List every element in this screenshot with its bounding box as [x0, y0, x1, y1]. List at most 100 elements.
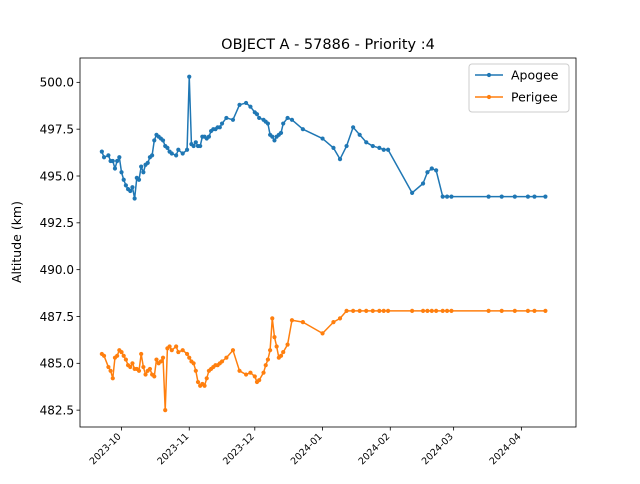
- data-point-apogee: [119, 170, 124, 175]
- data-point-perigee: [119, 349, 124, 355]
- data-point-perigee: [274, 344, 279, 349]
- data-point-perigee: [108, 368, 113, 373]
- data-point-perigee: [243, 372, 249, 377]
- data-point-apogee: [115, 158, 120, 164]
- chart-title: OBJECT A - 57886 - Priority :4: [221, 37, 435, 53]
- data-point-perigee: [331, 320, 336, 325]
- data-point-apogee: [281, 121, 286, 126]
- data-point-apogee: [150, 153, 155, 158]
- data-point-apogee: [191, 143, 196, 149]
- data-point-apogee: [121, 177, 126, 182]
- data-point-apogee: [160, 138, 166, 143]
- data-point-apogee: [193, 140, 198, 145]
- data-point-perigee: [128, 364, 133, 370]
- axes-frame: [79, 57, 577, 428]
- data-point-apogee: [270, 134, 275, 139]
- data-point-apogee: [165, 145, 170, 151]
- data-point-perigee: [237, 368, 242, 373]
- data-point-perigee: [123, 357, 128, 362]
- data-point-perigee: [147, 366, 153, 372]
- data-point-apogee: [206, 134, 212, 139]
- legend-marker-perigee: [486, 94, 492, 100]
- data-point-perigee: [130, 361, 135, 366]
- data-point-apogee: [152, 138, 157, 143]
- data-point-perigee: [357, 308, 362, 313]
- data-point-perigee: [176, 349, 181, 355]
- data-point-apogee: [180, 151, 185, 156]
- data-point-apogee: [429, 166, 434, 171]
- data-point-apogee: [289, 117, 295, 122]
- data-point-perigee: [110, 376, 115, 381]
- data-point-perigee: [300, 320, 305, 325]
- data-point-apogee: [174, 153, 179, 158]
- data-point-perigee: [525, 308, 531, 313]
- y-tick-label: 490.0: [40, 263, 74, 277]
- data-point-perigee: [204, 376, 209, 381]
- data-point-perigee: [285, 342, 290, 347]
- data-point-perigee: [440, 308, 445, 313]
- data-point-perigee: [154, 357, 159, 362]
- data-point-perigee: [152, 374, 157, 379]
- data-point-apogee: [254, 112, 260, 117]
- data-point-apogee: [320, 136, 325, 141]
- data-point-apogee: [385, 147, 391, 152]
- legend-label-apogee: Apogee: [511, 68, 559, 83]
- data-point-perigee: [167, 344, 172, 349]
- data-point-perigee: [425, 308, 430, 313]
- data-point-perigee: [219, 359, 225, 364]
- data-point-apogee: [141, 170, 146, 175]
- data-point-apogee: [224, 115, 229, 121]
- data-point-perigee: [364, 308, 369, 313]
- data-point-perigee: [429, 308, 434, 313]
- data-point-perigee: [187, 355, 192, 360]
- data-point-apogee: [532, 194, 537, 199]
- data-point-perigee: [193, 368, 198, 373]
- legend-marker-apogee: [486, 72, 492, 78]
- data-point-perigee: [486, 308, 491, 313]
- data-point-apogee: [425, 170, 430, 175]
- y-tick-label: 482.5: [40, 403, 74, 417]
- data-point-perigee: [410, 308, 415, 313]
- data-point-apogee: [381, 147, 386, 152]
- data-point-apogee: [377, 145, 382, 151]
- data-point-apogee: [272, 138, 277, 143]
- data-point-perigee: [320, 331, 325, 336]
- data-point-perigee: [263, 363, 268, 368]
- data-point-apogee: [217, 125, 222, 130]
- y-tick-label: 495.0: [40, 169, 74, 183]
- y-tick-label: 487.5: [40, 310, 74, 324]
- data-point-apogee: [364, 140, 369, 145]
- data-point-perigee: [370, 308, 375, 313]
- data-point-perigee: [261, 370, 266, 375]
- data-point-perigee: [351, 308, 356, 313]
- data-point-apogee: [145, 160, 150, 165]
- data-point-perigee: [121, 353, 126, 358]
- data-point-apogee: [99, 149, 104, 154]
- data-point-perigee: [180, 348, 185, 353]
- legend-box: [468, 63, 570, 113]
- data-point-perigee: [141, 364, 146, 370]
- data-point-perigee: [381, 308, 386, 313]
- data-point-perigee: [115, 353, 120, 358]
- data-point-perigee: [270, 316, 275, 321]
- data-point-apogee: [351, 125, 356, 130]
- data-point-apogee: [184, 147, 190, 152]
- legend-label-perigee: Perigee: [511, 90, 558, 105]
- data-point-perigee: [160, 355, 166, 360]
- data-point-apogee: [106, 153, 111, 158]
- data-point-apogee: [101, 155, 107, 160]
- data-point-apogee: [440, 194, 445, 199]
- data-point-perigee: [139, 351, 144, 357]
- data-point-perigee: [420, 308, 426, 313]
- data-point-apogee: [331, 145, 336, 151]
- data-point-perigee: [230, 348, 236, 353]
- data-point-apogee: [136, 177, 142, 182]
- data-point-apogee: [123, 183, 128, 188]
- legend: Apogee Perigee: [468, 63, 570, 113]
- data-point-apogee: [176, 147, 181, 152]
- data-point-apogee: [285, 115, 290, 121]
- data-point-perigee: [268, 348, 273, 353]
- data-point-apogee: [434, 168, 439, 173]
- data-point-perigee: [265, 357, 271, 362]
